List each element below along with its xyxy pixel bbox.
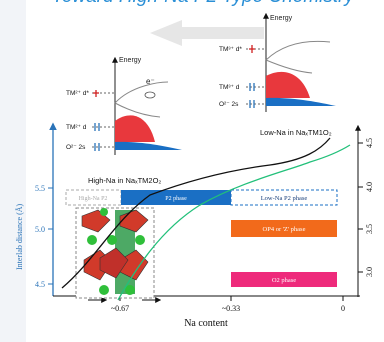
spin-arrows-icon xyxy=(93,90,100,151)
o-2s-label-right: O²⁻ 2s xyxy=(219,101,239,108)
o2-phase-box xyxy=(231,272,337,287)
right-energy-diagram: Energy TM³⁺ d* TM³⁺ d O²⁻ 2s xyxy=(219,12,336,112)
x-axis-label: Na content xyxy=(184,318,228,329)
o-2s-label-left: O²⁻ 2s xyxy=(66,144,86,151)
x-axis: ~0.67 ~0.33 0 Na content xyxy=(53,295,360,329)
left-axis: 5.5 5.0 4.5 Interlab distance (Å) xyxy=(15,122,57,296)
green-na-curve xyxy=(117,144,351,301)
x-tick-0-33: ~0.33 xyxy=(222,304,240,313)
right-tick-3-5: 3.5 xyxy=(365,224,374,234)
energy-label-left: Energy xyxy=(119,57,142,64)
energy-label-right: Energy xyxy=(270,15,293,22)
tm-d-star-label-left: TM²⁺ d* xyxy=(66,90,89,97)
high-na-label: High-Na in NaₓTM2O₂ xyxy=(88,176,161,185)
phase-boxes: High-Na P2 P2 phase Low-Na P2 phase OP4 … xyxy=(65,189,338,287)
right-tick-3-0: 3.0 xyxy=(365,267,374,277)
left-tick-5-5: 5.5 xyxy=(35,184,45,193)
p2-phase-box xyxy=(121,190,231,205)
left-tick-5-0: 5.0 xyxy=(35,225,45,234)
tm-d-label-left: TM²⁺ d xyxy=(66,124,87,131)
tm-d-star-label-right: TM³⁺ d* xyxy=(219,46,242,53)
black-na-curve xyxy=(61,137,331,289)
low-na-label: Low-Na in NaₓTM1O₂ xyxy=(260,128,332,137)
figure-title: Toward High-Na P2 Type Chemistry xyxy=(52,0,384,8)
p2-phase-label: P2 phase xyxy=(165,196,187,202)
left-axis-label: Interlab distance (Å) xyxy=(15,203,24,270)
op4-phase-box xyxy=(231,220,337,237)
left-side-band xyxy=(0,0,26,342)
spin-arrows-icon xyxy=(249,45,255,108)
low-na-p2-box xyxy=(230,189,338,206)
high-na-p2-label: High-Na P2 xyxy=(79,196,108,202)
x-tick-0: 0 xyxy=(341,304,345,313)
right-axis: 4.5 4.0 3.5 3.0 xyxy=(355,124,374,297)
left-tick-4-5: 4.5 xyxy=(35,280,45,289)
right-tick-4-5: 4.5 xyxy=(365,138,374,148)
left-energy-diagram: Energy e⁻ TM²⁺ d* TM²⁺ d O²⁻ 2s xyxy=(66,56,182,155)
low-na-p2-label: Low-Na P2 phase xyxy=(261,195,308,202)
crystal-structure-image xyxy=(75,207,155,299)
tm-d-label-right: TM³⁺ d xyxy=(219,84,240,91)
right-tick-4-0: 4.0 xyxy=(365,182,374,192)
direction-arrow-icon xyxy=(150,20,264,46)
x-tick-0-67: ~0.67 xyxy=(111,304,129,313)
o2-phase-label: O2 phase xyxy=(272,277,296,284)
electron-label: e⁻ xyxy=(146,77,155,86)
op4-phase-label: OP4 or 'Z' phase xyxy=(263,226,306,233)
